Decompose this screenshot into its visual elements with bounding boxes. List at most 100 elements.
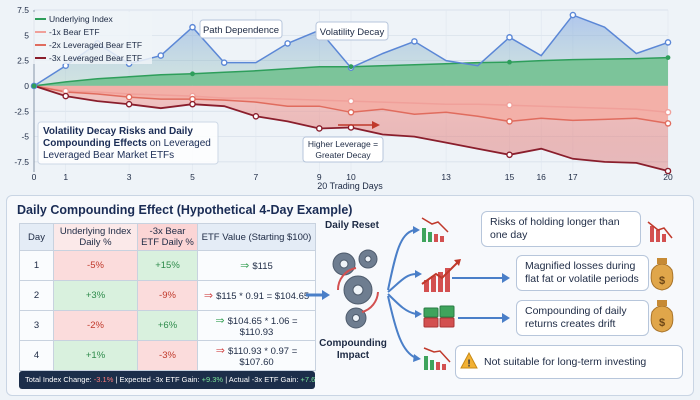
y-tick-label: -2.5 [14,106,29,116]
legend-label-2x: -2x Leveraged Bear ETF [49,40,142,50]
arrow-head-icon [502,313,510,323]
callout-path-dependence: Path Dependence [199,19,283,39]
arrow-head-icon [502,273,510,283]
chart-title-line-3: Leveraged Bear Market ETFs [43,150,174,161]
summary-total-value: -3.1% [93,375,114,384]
x-tick-label: 17 [568,172,578,182]
declining-bar-chart-icon [647,221,673,242]
data-point [347,97,355,105]
data-point [664,120,672,127]
data-point [125,93,133,101]
arrow-head-icon [415,310,422,318]
y-tick-label: 5 [24,30,29,40]
x-tick-label: 0 [32,172,37,182]
flow-bottom-label: Compounding Impact [319,338,387,361]
data-point [31,83,37,89]
header-index: Underlying Index Daily % [53,223,138,251]
warning-icon: ! [460,352,478,370]
data-point [284,40,291,47]
arrow-right-icon [372,121,380,129]
x-tick-label: 7 [254,172,259,182]
cell-etf: +6% [137,310,198,341]
chart-title-line-1: Volatility Decay Risks and Daily [43,126,193,137]
x-tick-label: 10 [346,172,356,182]
callout-higher-leverage: Higher Leverage = Greater Decay [302,121,384,163]
header-day: Day [19,223,54,251]
data-point [506,101,513,109]
cell-index: -5% [53,250,138,281]
data-point [190,71,195,77]
cell-value: ⇒ $115 * 0.91 = $104.65 [197,280,316,311]
svg-text:$: $ [659,275,665,287]
table-header-row: Day Underlying Index Daily % -3x Bear ET… [19,223,316,251]
cell-value: ⇒ $104.65 * 1.06 = $110.93 [197,310,316,341]
cell-day: 2 [19,280,54,311]
table-row: 1 -5% +15% ⇒ $115 [19,250,316,281]
callout-path-dependence-text: Path Dependence [203,25,279,36]
cell-etf: -9% [137,280,198,311]
cell-index: +3% [53,280,138,311]
risk-box-holding: Risks of holding longer than one day [481,211,641,247]
callout-volatility-decay: Volatility Decay [315,21,389,41]
y-tick-label: 7.5 [17,5,29,15]
chart-ticks: 7.552.50-2.5-5-7.50 1 3 5 7 9 10 13 15 16 17 20 [14,5,673,182]
data-point [664,108,672,116]
data-point [125,100,133,108]
chart-legend: Underlying Index -1x Bear ETF -2x Levera… [32,12,152,64]
x-tick-label: 3 [127,172,132,182]
callout-higher-leverage-text-2: Greater Decay [315,150,371,160]
flow-diagram: $ $ ! [306,217,675,371]
data-point [664,39,672,46]
data-point [506,151,513,159]
summary-expected-label: | Expected -3x ETF Gain: [113,375,202,384]
risk-text: Magnified losses during flat fat or vola… [525,260,639,285]
data-point [189,23,196,31]
cell-index: -2% [53,310,138,341]
data-point [348,64,354,70]
x-tick-label: 15 [505,172,515,182]
cell-value-text: $110.93 * 0.97 = $107.60 [227,345,298,368]
data-point [506,34,513,41]
data-point [62,92,69,100]
cell-index: +1% [53,340,138,371]
data-point [315,125,323,132]
arrow-right-icon: ⇒ [203,290,214,302]
table-title: Daily Compounding Effect (Hypothetical 4… [17,203,353,217]
cell-value-text: $115 [252,261,273,272]
cell-value: ⇒ $110.93 * 0.97 = $107.60 [197,340,316,371]
summary-bar: Total Index Change: -3.1% | Expected -3x… [19,371,315,389]
data-point [220,59,228,66]
arrow-right-icon: ⇒ [215,344,225,357]
header-etf: -3x Bear ETF Daily % [137,223,198,251]
risk-box-long-term: Not suitable for long-term investing [455,345,683,379]
cell-day: 4 [19,340,54,371]
data-point [252,113,260,120]
cell-day: 1 [19,250,54,281]
risk-box-drift: Compounding of daily returns creates dri… [516,300,649,336]
chart-title-box: Volatility Decay Risks and Daily Compoun… [37,121,219,165]
cell-day: 3 [19,310,54,341]
y-tick-label: 2.5 [17,56,29,66]
data-point [507,59,512,65]
svg-text:!: ! [467,359,470,370]
branch-arrows [387,229,417,359]
summary-actual-value: +7.6% [300,375,315,384]
arrow-right-icon: ⇒ [240,260,250,272]
arrow-head-icon [413,354,421,362]
y-tick-label: 0 [24,81,29,91]
data-point [569,11,577,19]
risk-text: Not suitable for long-term investing [484,355,647,368]
arrow-head-icon [322,290,330,300]
callout-volatility-decay-text: Volatility Decay [320,27,385,38]
cycle-arrow-icon [361,291,379,313]
cell-etf: -3% [137,340,198,371]
x-tick-label: 1 [63,172,68,182]
connector-arrows [452,277,502,319]
summary-total-label: Total Index Change: [25,375,94,384]
declining-bar-chart-icon [423,347,451,370]
x-tick-label: 13 [441,172,451,182]
data-point [664,167,672,175]
risk-text: Compounding of daily returns creates dri… [525,305,627,330]
x-tick-label: 9 [317,172,322,182]
gears-icon [332,249,378,329]
